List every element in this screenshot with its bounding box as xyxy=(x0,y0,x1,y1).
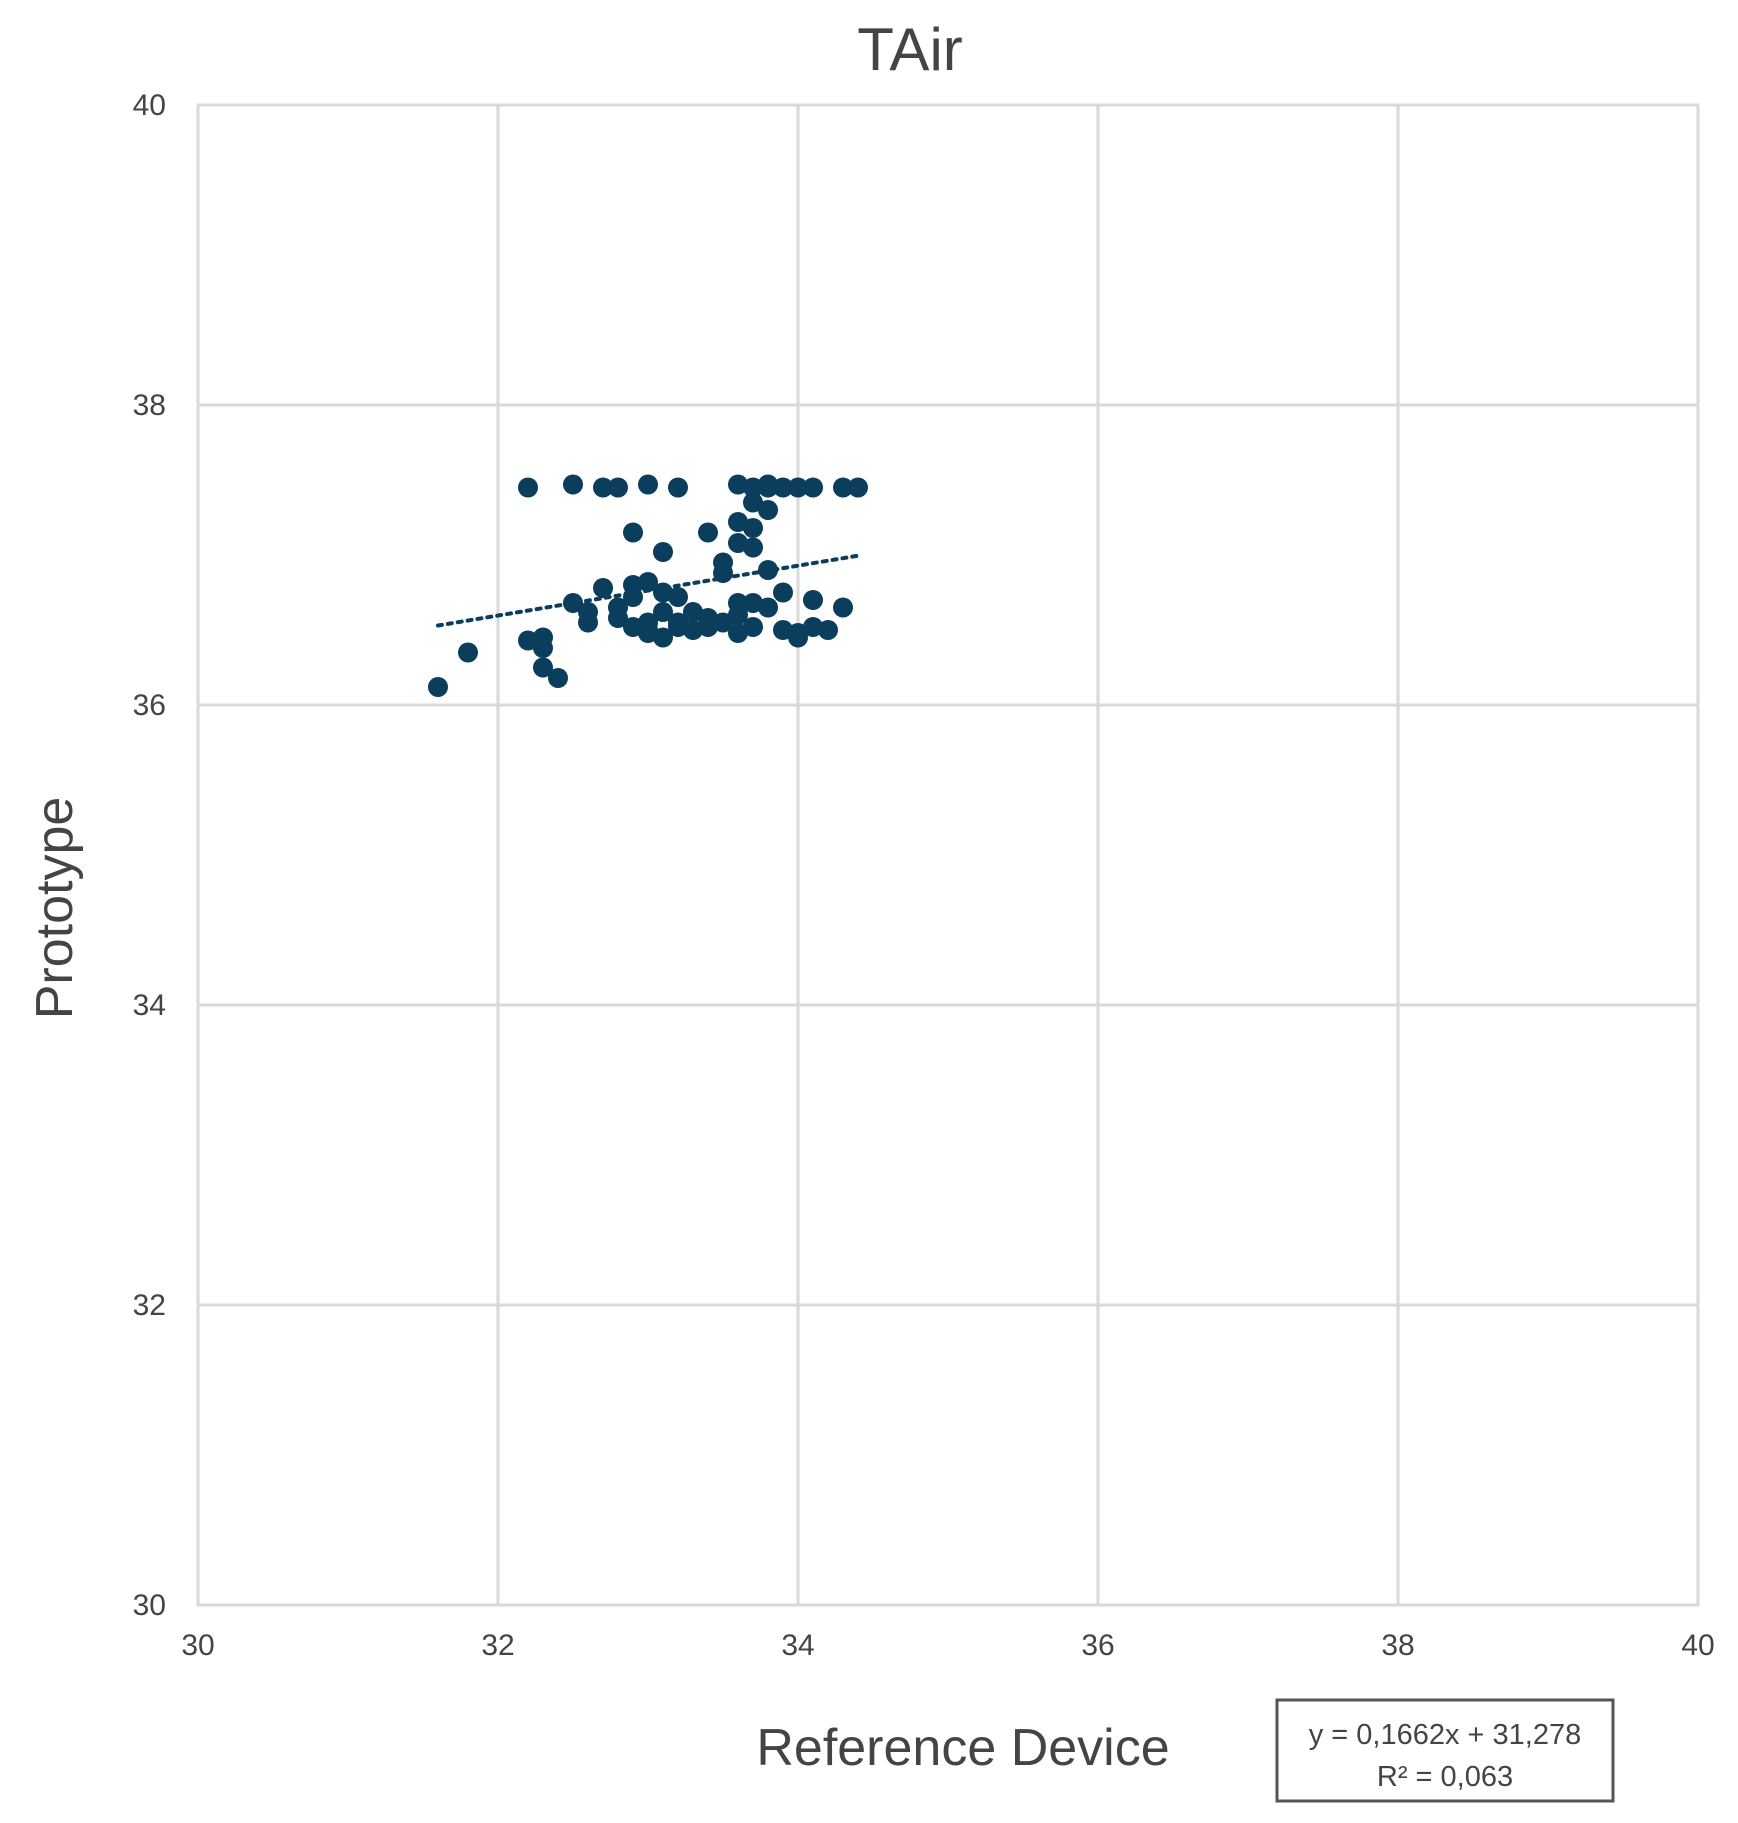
data-point xyxy=(548,668,568,688)
data-point xyxy=(728,593,748,613)
data-point xyxy=(743,593,763,613)
data-point xyxy=(653,582,673,603)
data-point xyxy=(743,537,763,558)
data-point xyxy=(788,477,808,498)
trendline-equation: y = 0,1662x + 31,278 xyxy=(1309,1719,1582,1751)
data-point xyxy=(638,572,658,592)
data-point xyxy=(743,518,763,538)
data-point xyxy=(833,477,853,498)
data-point xyxy=(683,602,703,622)
gridlines xyxy=(196,103,1700,1607)
y-tick-label: 34 xyxy=(133,989,166,1022)
data-point xyxy=(593,477,613,498)
data-point xyxy=(758,474,778,495)
data-point xyxy=(833,597,853,618)
trendline-equation-box: y = 0,1662x + 31,278 R² = 0,063 xyxy=(1275,1698,1615,1803)
data-point xyxy=(608,477,628,498)
y-tick-label: 38 xyxy=(133,389,166,422)
x-tick-label: 36 xyxy=(1081,1629,1114,1662)
data-point xyxy=(773,582,793,603)
data-point xyxy=(668,477,688,498)
y-tick-label: 40 xyxy=(133,89,166,122)
data-point xyxy=(698,617,718,637)
data-point xyxy=(713,563,733,583)
data-point xyxy=(638,474,658,495)
x-tick-label: 38 xyxy=(1381,1629,1414,1662)
data-point xyxy=(623,522,643,543)
data-point xyxy=(668,617,688,637)
data-point xyxy=(653,602,673,622)
y-axis-title: Prototype xyxy=(26,797,84,1020)
data-point xyxy=(518,477,538,498)
x-tick-label: 34 xyxy=(781,1629,814,1662)
data-point xyxy=(758,597,778,618)
data-point xyxy=(623,617,643,637)
data-point xyxy=(533,657,553,678)
data-point xyxy=(818,620,838,640)
data-point xyxy=(458,642,478,663)
data-point xyxy=(803,477,823,498)
y-tick-label: 30 xyxy=(133,1589,166,1622)
data-point xyxy=(743,617,763,637)
data-point xyxy=(788,623,808,643)
data-point xyxy=(623,575,643,595)
data-point xyxy=(683,620,703,640)
data-point xyxy=(668,587,688,607)
data-point xyxy=(773,477,793,498)
chart-title: TAir xyxy=(857,16,963,83)
data-point xyxy=(563,593,583,613)
data-point xyxy=(593,578,613,598)
data-point xyxy=(608,608,628,628)
data-point xyxy=(773,620,793,640)
x-tick-label: 30 xyxy=(181,1629,214,1662)
data-points xyxy=(428,474,868,697)
data-point xyxy=(428,677,448,697)
data-point xyxy=(638,623,658,643)
data-point xyxy=(533,638,553,658)
data-point xyxy=(563,474,583,495)
data-point xyxy=(758,500,778,520)
data-point xyxy=(713,612,733,633)
data-point xyxy=(743,477,763,498)
y-tick-label: 32 xyxy=(133,1289,166,1322)
data-point xyxy=(728,533,748,553)
equation-box-border xyxy=(1275,1698,1615,1803)
data-point xyxy=(518,630,538,651)
data-point xyxy=(803,590,823,610)
data-point xyxy=(758,560,778,580)
data-point xyxy=(848,477,868,498)
trendline-r-squared: R² = 0,063 xyxy=(1377,1761,1513,1793)
data-point xyxy=(698,522,718,543)
x-tick-label: 40 xyxy=(1681,1629,1714,1662)
data-point xyxy=(653,627,673,648)
data-point xyxy=(728,623,748,643)
data-point xyxy=(743,492,763,513)
y-tick-label: 36 xyxy=(133,689,166,722)
x-tick-label: 32 xyxy=(481,1629,514,1662)
plot-area xyxy=(196,103,1700,1607)
data-point xyxy=(728,512,748,532)
data-point xyxy=(578,612,598,633)
x-axis-title: Reference Device xyxy=(756,1719,1169,1777)
data-point xyxy=(728,474,748,495)
data-point xyxy=(803,617,823,637)
axis-ticks: 30 32 34 36 38 40 30 32 34 36 38 40 xyxy=(133,89,1715,1662)
data-point xyxy=(653,542,673,562)
